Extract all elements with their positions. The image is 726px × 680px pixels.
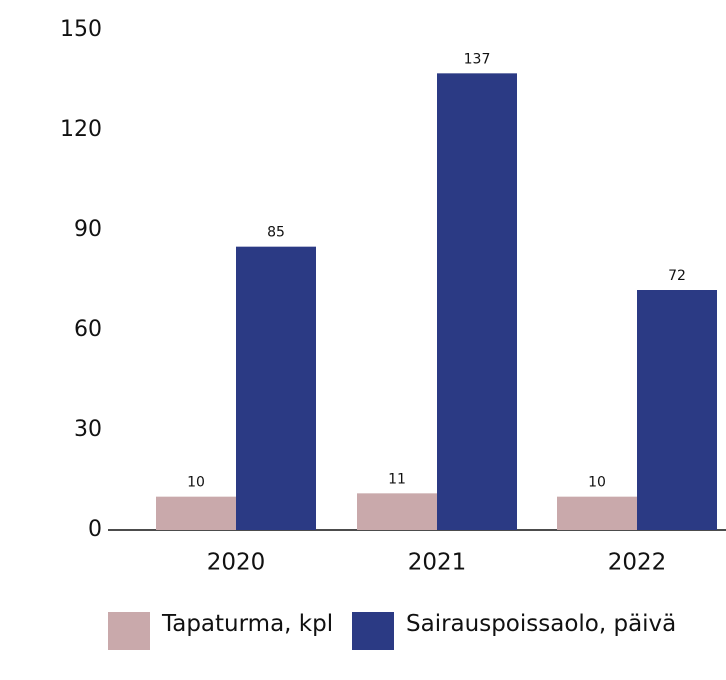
bar	[637, 290, 717, 530]
bar	[236, 246, 316, 530]
legend-label: Sairauspoissaolo, päivä	[406, 611, 677, 637]
data-label: 10	[588, 475, 606, 491]
data-label: 11	[388, 471, 406, 487]
x-tick-label: 2022	[608, 550, 667, 576]
bar	[557, 496, 637, 530]
y-tick-label: 30	[74, 417, 102, 442]
x-tick-label: 2020	[207, 550, 266, 576]
legend-swatch	[352, 612, 394, 650]
bar	[437, 73, 517, 530]
legend-swatch	[108, 612, 150, 650]
bar	[357, 493, 437, 530]
legend-label: Tapaturma, kpl	[162, 611, 334, 637]
y-tick-label: 150	[60, 17, 102, 42]
data-label: 72	[668, 268, 686, 284]
data-label: 10	[187, 475, 205, 491]
legend-item: Tapaturma, kpl	[108, 612, 337, 650]
y-tick-label: 90	[74, 217, 102, 242]
data-label: 85	[267, 225, 285, 241]
legend-item: Sairauspoissaolo, päivä	[352, 612, 681, 650]
bar	[156, 496, 236, 530]
x-tick-label: 2021	[408, 550, 467, 576]
data-label: 137	[464, 51, 491, 67]
y-tick-label: 120	[60, 117, 102, 142]
y-tick-label: 60	[74, 317, 102, 342]
y-tick-label: 0	[88, 517, 102, 542]
